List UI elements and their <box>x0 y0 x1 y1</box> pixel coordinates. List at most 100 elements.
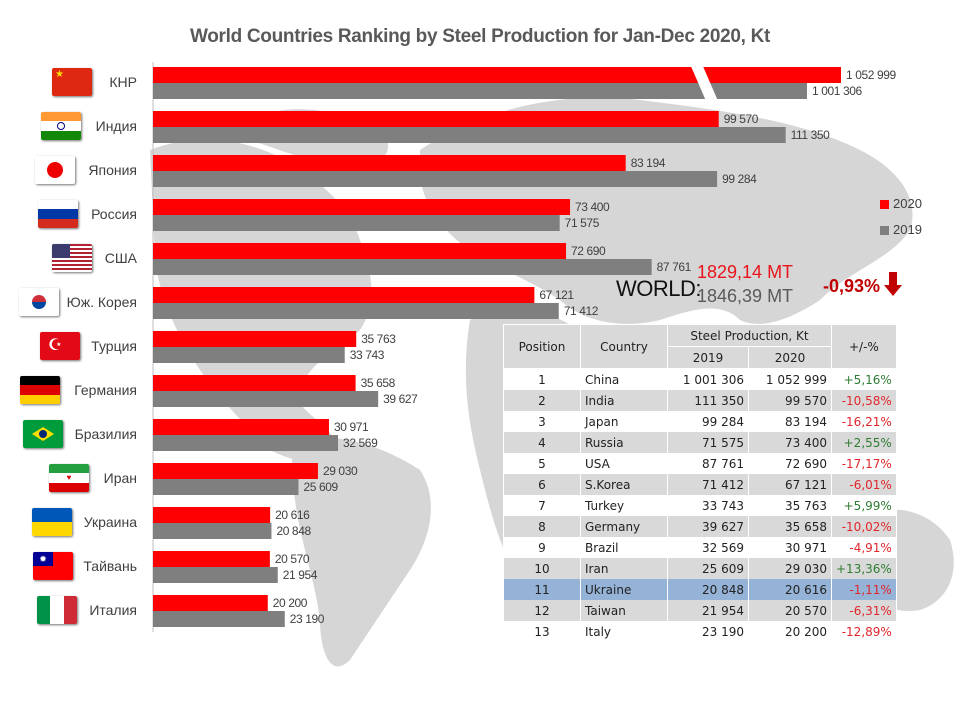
cell-change: -12,89% <box>831 621 897 642</box>
cell-country: Iran <box>580 558 668 579</box>
table-row: 8 Germany 39 627 35 658 -10,02% <box>503 516 897 537</box>
bar-2019-8 <box>153 391 379 407</box>
bar-2020-1 <box>153 67 841 83</box>
category-label: Россия <box>91 206 137 222</box>
world-change: -0,93% <box>823 276 881 296</box>
cell-2019: 99 284 <box>667 411 749 432</box>
data-label-2020-1: 1 052 999 <box>846 68 897 82</box>
cell-change: -10,02% <box>831 516 897 537</box>
bar-2020-10 <box>153 463 318 479</box>
india-flag-icon <box>41 112 81 140</box>
bar-2019-13 <box>153 611 285 627</box>
arrow-down-icon <box>884 272 902 296</box>
cell-2019: 21 954 <box>667 600 749 621</box>
cell-2019: 71 575 <box>667 432 749 453</box>
legend-item-2019: 2019 <box>880 222 922 237</box>
data-label-2019-7: 33 743 <box>350 348 385 362</box>
cell-2019: 111 350 <box>667 390 749 411</box>
bar-2020-13 <box>153 595 268 611</box>
data-label-2019-8: 39 627 <box>383 392 418 406</box>
data-label-2019-2: 111 350 <box>791 128 831 142</box>
cell-2019: 25 609 <box>667 558 749 579</box>
cell-change: -16,21% <box>831 411 897 432</box>
category-label: Япония <box>88 162 137 178</box>
category-label: Юж. Корея <box>66 294 137 310</box>
header-steel-production: Steel Production, Kt <box>667 324 832 347</box>
bar-2019-2 <box>153 127 786 143</box>
south-korea-flag-icon <box>19 288 59 316</box>
cell-change: +5,16% <box>831 368 897 390</box>
table-row: 2 India 111 350 99 570 -10,58% <box>503 390 897 411</box>
data-label-2019-11: 20 848 <box>276 524 311 538</box>
cell-2020: 73 400 <box>748 432 832 453</box>
table-row: 13 Italy 23 190 20 200 -12,89% <box>503 621 897 642</box>
cell-change: -10,58% <box>831 390 897 411</box>
category-label: Бразилия <box>74 426 137 442</box>
cell-country: Italy <box>580 621 668 642</box>
bar-2020-8 <box>153 375 356 391</box>
table-row: 1 China 1 001 306 1 052 999 +5,16% <box>503 368 897 390</box>
bar-2019-4 <box>153 215 560 231</box>
cell-2020: 99 570 <box>748 390 832 411</box>
cell-2019: 39 627 <box>667 516 749 537</box>
header-position: Position <box>503 324 581 369</box>
cell-2019: 1 001 306 <box>667 368 749 390</box>
data-label-2020-11: 20 616 <box>275 508 310 522</box>
data-label-2020-4: 73 400 <box>575 200 610 214</box>
cell-2019: 87 761 <box>667 453 749 474</box>
cell-position: 9 <box>503 537 581 558</box>
cell-position: 3 <box>503 411 581 432</box>
category-label: США <box>104 250 137 266</box>
data-label-2020-9: 30 971 <box>334 420 369 434</box>
iran-flag-icon: ♥ <box>49 464 89 492</box>
chart-title: World Countries Ranking by Steel Product… <box>189 26 771 47</box>
cell-position: 11 <box>503 579 581 600</box>
cell-change: +13,36% <box>831 558 897 579</box>
data-label-2019-12: 21 954 <box>283 568 318 582</box>
data-label-2019-9: 32 569 <box>343 436 378 450</box>
cell-2020: 29 030 <box>748 558 832 579</box>
bar-2020-4 <box>153 199 571 215</box>
cell-2020: 1 052 999 <box>748 368 832 390</box>
bar-2020-5 <box>153 243 567 259</box>
cell-change: +2,55% <box>831 432 897 453</box>
table-row: 10 Iran 25 609 29 030 +13,36% <box>503 558 897 579</box>
data-label-2019-6: 71 412 <box>564 304 599 318</box>
category-label: Турция <box>91 338 137 354</box>
data-label-2020-5: 72 690 <box>571 244 606 258</box>
cell-country: India <box>580 390 668 411</box>
data-label-2019-13: 23 190 <box>290 612 325 626</box>
cell-2020: 67 121 <box>748 474 832 495</box>
cell-position: 1 <box>503 368 581 390</box>
legend-swatch-2020 <box>880 200 889 210</box>
data-label-2019-4: 71 575 <box>565 216 600 230</box>
data-label-2020-2: 99 570 <box>724 112 759 126</box>
cell-change: -6,01% <box>831 474 897 495</box>
data-label-2020-13: 20 200 <box>273 596 308 610</box>
cell-change: -17,17% <box>831 453 897 474</box>
data-label-2020-6: 67 121 <box>539 288 574 302</box>
world-total-2020: 1829,14 MT <box>697 262 794 282</box>
cell-position: 8 <box>503 516 581 537</box>
world-label: WORLD: <box>616 276 702 301</box>
cell-position: 2 <box>503 390 581 411</box>
cell-country: Brazil <box>580 537 668 558</box>
china-flag-icon: ★ <box>52 68 92 96</box>
header-country: Country <box>580 324 668 369</box>
data-label-2019-3: 99 284 <box>722 172 757 186</box>
cell-change: -6,31% <box>831 600 897 621</box>
bar-2020-3 <box>153 155 626 171</box>
cell-country: Ukraine <box>580 579 668 600</box>
cell-position: 12 <box>503 600 581 621</box>
cell-position: 4 <box>503 432 581 453</box>
cell-2020: 20 570 <box>748 600 832 621</box>
header-change: +/-% <box>831 324 897 369</box>
data-label-2020-7: 35 763 <box>361 332 396 346</box>
cell-position: 10 <box>503 558 581 579</box>
cell-country: China <box>580 368 668 390</box>
cell-change: +5,99% <box>831 495 897 516</box>
data-label-2020-10: 29 030 <box>323 464 358 478</box>
cell-2019: 71 412 <box>667 474 749 495</box>
italy-flag-icon <box>37 596 77 624</box>
russia-flag-icon <box>38 200 78 228</box>
